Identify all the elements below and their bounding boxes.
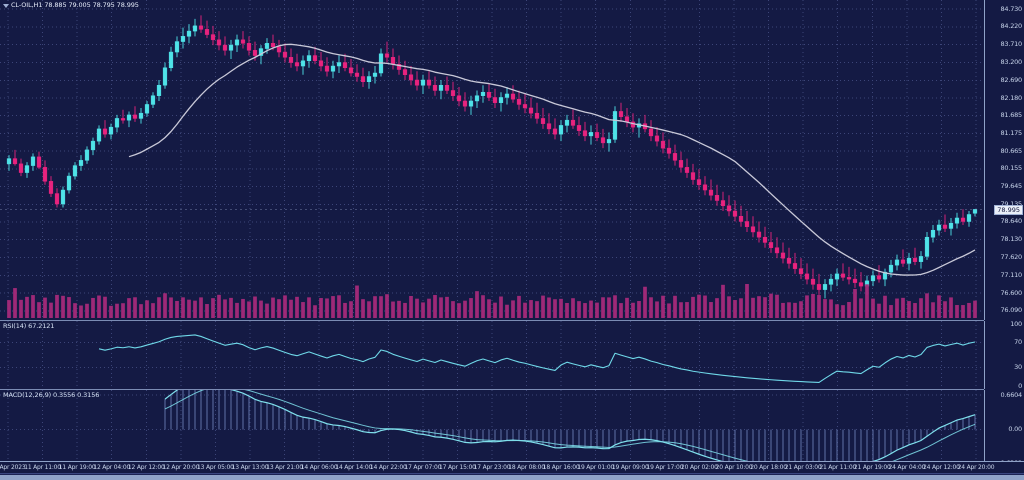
time-axis-tick: 17 Apr 15:00 xyxy=(439,464,476,471)
price-axis-tick: 79.135 xyxy=(1000,200,1022,209)
price-axis-tick: 83.200 xyxy=(1000,58,1022,67)
time-axis-tick: 13 Apr 21:00 xyxy=(266,464,303,471)
time-axis-tick: 11 Apr 2023 xyxy=(0,464,26,471)
time-axis-tick: 18 Apr 16:00 xyxy=(542,464,580,471)
price-axis-tick: 83.710 xyxy=(1000,40,1022,49)
macd-axis-tick: 0.6604 xyxy=(1000,390,1022,399)
price-axis-tick: 81.175 xyxy=(1000,128,1022,137)
price-axis-tick: 77.110 xyxy=(1000,270,1022,279)
scrollbar-thumb[interactable] xyxy=(0,475,1024,480)
price-axis-tick: 78.640 xyxy=(1000,217,1022,226)
time-axis-tick: 21 Apr 11:00 xyxy=(819,464,857,471)
horizontal-scrollbar[interactable] xyxy=(0,473,1024,480)
rsi-label: RSI(14) 67.2121 xyxy=(3,322,55,330)
time-axis-tick: 12 Apr 12:00 xyxy=(127,464,165,471)
price-axis-tick: 77.620 xyxy=(1000,252,1022,261)
chart-header-label: CL-OIL,H1 78.885 79.005 78.795 78.995 xyxy=(3,1,139,9)
panel-divider-rsi-macd xyxy=(0,389,984,390)
price-candlestick-panel[interactable]: 84.730 84.220 83.710 83.200 82.690 82.180 81.6… xyxy=(0,0,1024,320)
price-axis-tick: 84.730 xyxy=(1000,4,1022,13)
macd-label: MACD(12,26,9) 0.3556 0.3156 xyxy=(3,391,100,399)
price-axis-tick: 78.130 xyxy=(1000,235,1022,244)
time-axis-tick: 19 Apr 01:00 xyxy=(577,464,615,471)
time-axis-tick: 24 Apr 12:00 xyxy=(923,464,960,471)
time-axis-tick: 19 Apr 17:00 xyxy=(646,464,684,471)
time-axis-tick: 24 Apr 04:00 xyxy=(888,464,926,471)
price-y-axis[interactable]: 84.730 84.220 83.710 83.200 82.690 82.180 81.6… xyxy=(984,0,1024,320)
price-axis-tick: 80.155 xyxy=(1000,164,1022,173)
time-axis-tick: 11 Apr 19:00 xyxy=(58,464,96,471)
time-axis-tick: 14 Apr 22:00 xyxy=(369,464,407,471)
macd-axis-tick: 0.00 xyxy=(1008,425,1022,434)
price-axis-tick: 82.180 xyxy=(1000,93,1022,102)
rsi-indicator-panel[interactable]: 100 70 30 0 RSI(14) 67.2121 xyxy=(0,321,1024,389)
time-axis-tick: 18 Apr 08:00 xyxy=(508,464,545,471)
price-axis-tick: 80.665 xyxy=(1000,146,1022,155)
time-axis-tick: 20 Apr 10:00 xyxy=(715,464,753,471)
panel-divider-price-rsi xyxy=(0,320,984,321)
price-axis-tick: 81.685 xyxy=(1000,110,1022,119)
price-axis-tick: 76.090 xyxy=(1000,306,1022,315)
time-axis-tick: 14 Apr 06:00 xyxy=(300,464,338,471)
rsi-axis-tick: 30 xyxy=(1014,362,1022,371)
time-axis-tick: 11 Apr 11:00 xyxy=(24,464,61,471)
time-axis-tick: 20 Apr 02:00 xyxy=(681,464,718,471)
chart-header-text: CL-OIL,H1 78.885 79.005 78.795 78.995 xyxy=(10,1,139,9)
time-axis-tick: 12 Apr 04:00 xyxy=(93,464,131,471)
time-axis-tick: 14 Apr 14:00 xyxy=(335,464,373,471)
time-axis-tick: 21 Apr 03:00 xyxy=(784,464,822,471)
rsi-y-axis[interactable]: 100 70 30 0 xyxy=(984,321,1024,389)
price-axis-tick: 76.600 xyxy=(1000,288,1022,297)
time-axis-tick: 13 Apr 05:00 xyxy=(197,464,234,471)
time-axis-tick: 21 Apr 19:00 xyxy=(853,464,891,471)
time-axis-tick: 13 Apr 13:00 xyxy=(231,464,269,471)
time-axis-tick: 17 Apr 07:00 xyxy=(404,464,442,471)
time-axis-tick: 12 Apr 20:00 xyxy=(162,464,200,471)
time-axis-tick: 17 Apr 23:00 xyxy=(473,464,511,471)
time-axis-tick: 20 Apr 18:00 xyxy=(750,464,787,471)
time-axis-tick: 24 Apr 20:00 xyxy=(957,464,995,471)
current-price-tag: 78.995 xyxy=(994,205,1023,216)
price-axis-tick: 84.220 xyxy=(1000,22,1022,31)
collapse-arrow-icon[interactable] xyxy=(3,3,9,9)
time-axis-tick: 19 Apr 09:00 xyxy=(611,464,649,471)
rsi-axis-tick: 70 xyxy=(1014,338,1022,347)
rsi-axis-tick: 0 xyxy=(1018,381,1022,389)
rsi-axis-tick: 100 xyxy=(1010,321,1022,328)
price-axis-tick: 79.645 xyxy=(1000,182,1022,191)
price-axis-tick: 82.690 xyxy=(1000,75,1022,84)
